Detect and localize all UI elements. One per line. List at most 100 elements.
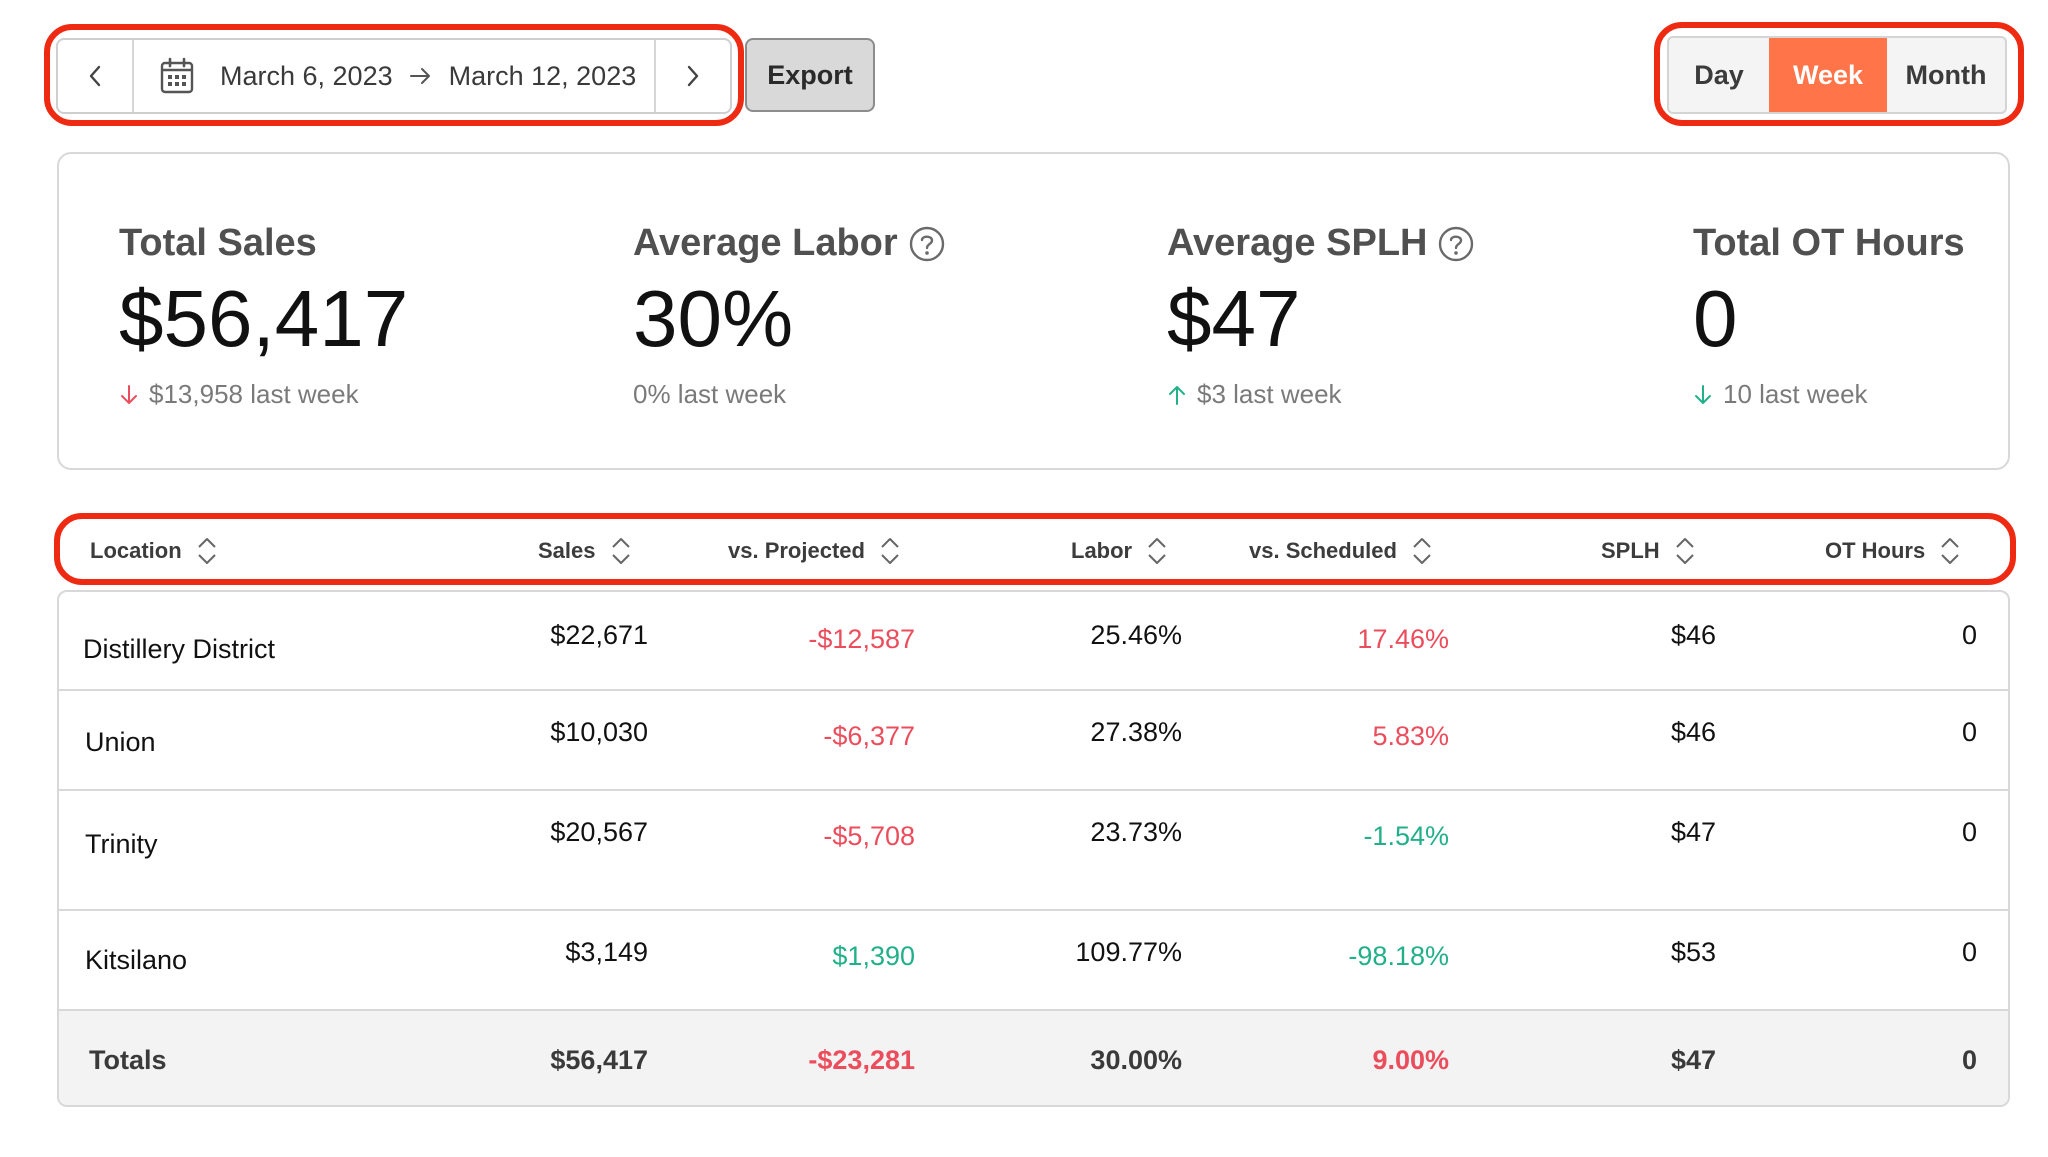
cell-labor: 109.77% <box>1075 937 1182 967</box>
cell-ot-hours: 0 <box>1961 620 1977 650</box>
totals-row: Totals $56,417 -$23,281 30.00% 9.00% $47… <box>59 1011 2008 1105</box>
cell-location: Kitsilano <box>85 945 188 975</box>
cell-splh: $47 <box>1670 1045 1716 1075</box>
total-sales-metric: Total Sales $56,417 $13,958 last week <box>119 222 408 410</box>
cell-splh: $53 <box>1670 937 1716 967</box>
cell-sales: $3,149 <box>565 937 648 967</box>
column-header-sales[interactable]: Sales <box>538 518 632 584</box>
date-range-display[interactable]: March 6, 2023 March 12, 2023 <box>134 40 654 112</box>
calendar-icon <box>160 57 194 95</box>
average-splh-delta-text: $3 last week <box>1197 379 1342 409</box>
cell-location: Trinity <box>85 829 158 859</box>
column-header-location[interactable]: Location <box>90 518 218 584</box>
column-label: Sales <box>538 538 596 563</box>
average-labor-label: Average Labor <box>633 222 898 264</box>
chevron-right-icon <box>685 64 701 88</box>
cell-sales: $20,567 <box>550 817 648 847</box>
column-label: vs. Scheduled <box>1249 538 1397 563</box>
column-label: OT Hours <box>1825 538 1926 563</box>
cell-ot-hours: 0 <box>1961 937 1977 967</box>
cell-ot-hours: 0 <box>1961 817 1977 847</box>
cell-splh: $46 <box>1670 717 1716 747</box>
cell-location: Distillery District <box>83 634 275 664</box>
arrow-up-icon <box>1167 383 1189 407</box>
next-week-button[interactable] <box>654 40 730 112</box>
cell-sales: $22,671 <box>550 620 648 650</box>
cell-vs-scheduled: -1.54% <box>1363 821 1449 851</box>
total-sales-value: $56,417 <box>119 274 409 363</box>
cell-location: Union <box>85 727 156 757</box>
cell-totals-label: Totals <box>89 1045 167 1075</box>
summary-card: Total Sales $56,417 $13,958 last week Av… <box>57 152 2010 470</box>
sort-icon <box>1674 536 1696 566</box>
sort-icon <box>879 536 901 566</box>
help-icon[interactable] <box>1437 225 1475 263</box>
month-tab[interactable]: Month <box>1887 38 2005 112</box>
start-date: March 6, 2023 <box>220 60 393 91</box>
sort-icon <box>1146 536 1168 566</box>
average-labor-value: 30% <box>633 274 794 363</box>
cell-ot-hours: 0 <box>1961 717 1977 747</box>
chevron-left-icon <box>87 64 103 88</box>
average-splh-metric: Average SPLH $47 $3 last week <box>1167 222 1475 410</box>
cell-vs-scheduled: -98.18% <box>1348 941 1449 971</box>
arrow-right-icon <box>409 66 433 86</box>
average-labor-label-row: Average Labor <box>633 222 946 265</box>
cell-labor: 23.73% <box>1090 817 1182 847</box>
week-tab[interactable]: Week <box>1769 38 1887 112</box>
table-row[interactable]: Kitsilano $3,149 $1,390 109.77% -98.18% … <box>59 911 2008 1011</box>
cell-vs-projected: -$6,377 <box>823 721 915 751</box>
sort-icon <box>196 536 218 566</box>
column-label: vs. Projected <box>728 538 865 563</box>
table-row[interactable]: Union $10,030 -$6,377 27.38% 5.83% $46 0 <box>59 691 2008 791</box>
date-range-picker: March 6, 2023 March 12, 2023 <box>56 38 732 114</box>
cell-vs-projected: -$12,587 <box>808 624 915 654</box>
end-date: March 12, 2023 <box>448 60 637 91</box>
column-label: SPLH <box>1601 538 1660 563</box>
cell-vs-projected: $1,390 <box>832 941 915 971</box>
cell-ot-hours: 0 <box>1961 1045 1977 1075</box>
average-labor-delta: 0% last week <box>633 379 787 409</box>
total-ot-hours-label: Total OT Hours <box>1693 222 1965 264</box>
cell-labor: 30.00% <box>1090 1045 1182 1075</box>
export-button[interactable]: Export <box>745 38 875 112</box>
sort-icon <box>610 536 632 566</box>
column-header-labor[interactable]: Labor <box>1071 518 1168 584</box>
previous-week-button[interactable] <box>58 40 134 112</box>
column-header-ot-hours[interactable]: OT Hours <box>1825 518 1961 584</box>
average-splh-delta: $3 last week <box>1167 379 1475 410</box>
locations-table: Distillery District $22,671 -$12,587 25.… <box>57 590 2010 1107</box>
total-ot-hours-metric: Total OT Hours 0 10 last week <box>1693 222 1965 410</box>
table-row[interactable]: Trinity $20,567 -$5,708 23.73% -1.54% $4… <box>59 791 2008 911</box>
cell-labor: 27.38% <box>1090 717 1182 747</box>
column-header-splh[interactable]: SPLH <box>1601 518 1696 584</box>
column-header-vs-projected[interactable]: vs. Projected <box>728 518 901 584</box>
cell-vs-scheduled: 5.83% <box>1372 721 1449 751</box>
column-header-vs-scheduled[interactable]: vs. Scheduled <box>1249 518 1433 584</box>
cell-sales: $56,417 <box>550 1045 648 1075</box>
arrow-down-icon <box>1693 383 1715 407</box>
total-sales-delta: $13,958 last week <box>119 379 408 410</box>
average-splh-label-row: Average SPLH <box>1167 222 1475 265</box>
average-labor-metric: Average Labor 30% 0% last week <box>633 222 946 410</box>
cell-splh: $47 <box>1670 817 1716 847</box>
total-ot-hours-delta: 10 last week <box>1693 379 1965 410</box>
arrow-down-icon <box>119 383 141 407</box>
total-ot-hours-value: 0 <box>1693 274 1738 363</box>
help-icon[interactable] <box>908 225 946 263</box>
day-tab[interactable]: Day <box>1669 38 1769 112</box>
column-label: Location <box>90 538 182 563</box>
sort-icon <box>1411 536 1433 566</box>
sort-icon <box>1939 536 1961 566</box>
cell-vs-scheduled: 17.46% <box>1357 624 1449 654</box>
total-ot-hours-delta-text: 10 last week <box>1723 379 1868 409</box>
average-splh-value: $47 <box>1167 274 1301 363</box>
cell-vs-scheduled: 9.00% <box>1372 1045 1449 1075</box>
average-splh-label: Average SPLH <box>1167 222 1428 264</box>
cell-vs-projected: -$5,708 <box>823 821 915 851</box>
table-header: Location Sales vs. Projected Labor vs. S… <box>58 518 2010 584</box>
cell-sales: $10,030 <box>550 717 648 747</box>
cell-vs-projected: -$23,281 <box>808 1045 915 1075</box>
table-row[interactable]: Distillery District $22,671 -$12,587 25.… <box>59 592 2008 691</box>
column-label: Labor <box>1071 538 1133 563</box>
